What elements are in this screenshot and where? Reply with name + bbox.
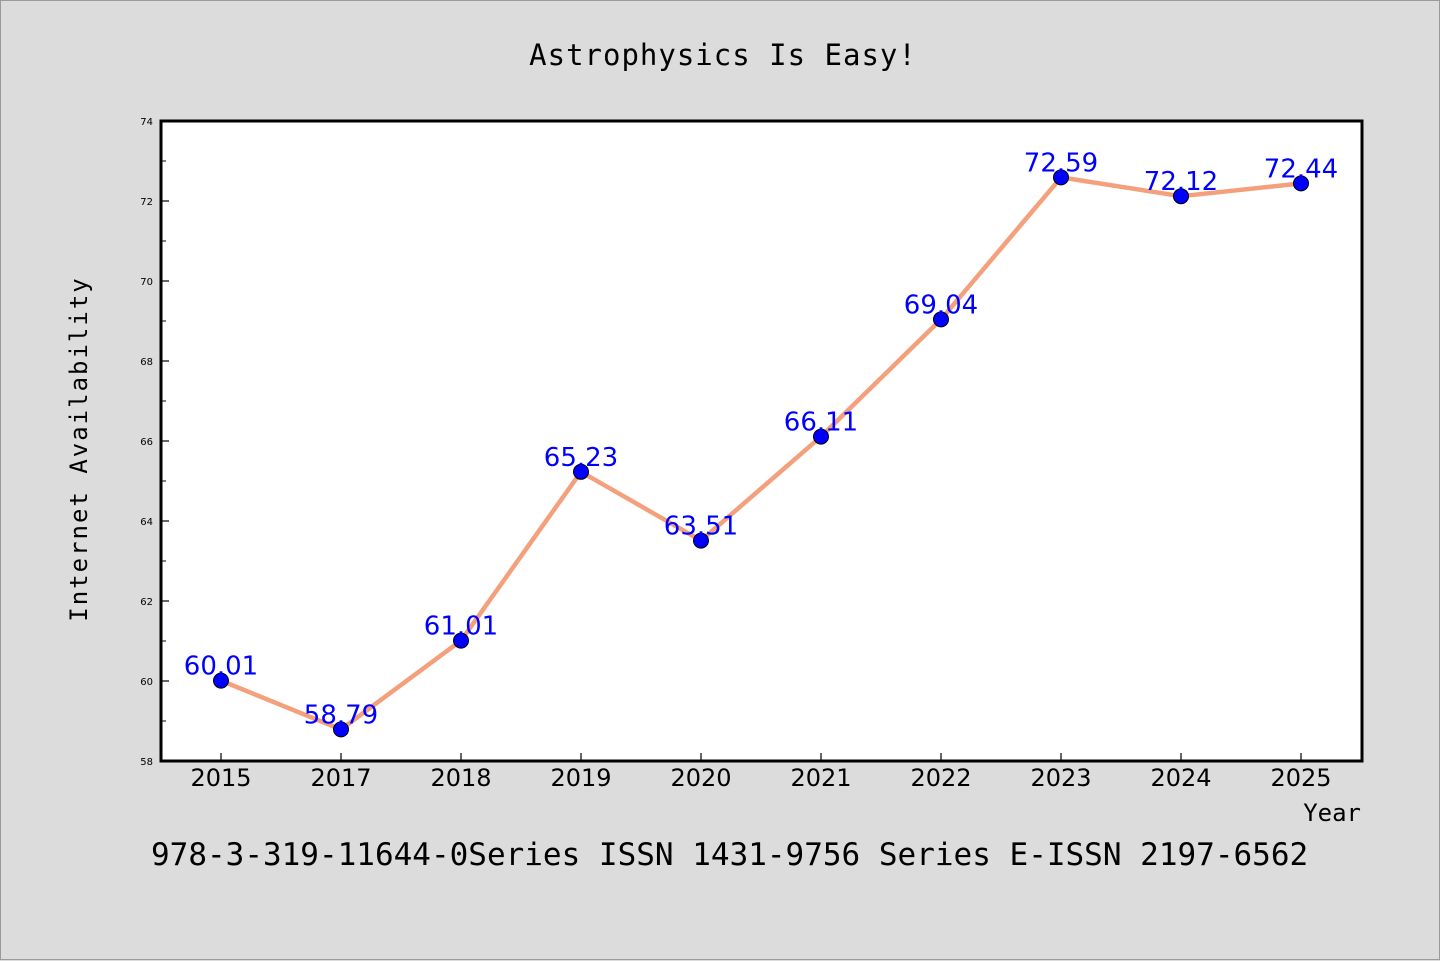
data-label: 60.01 xyxy=(184,652,258,682)
y-tick-label: 58 xyxy=(140,757,153,768)
x-tick-label: 2020 xyxy=(670,764,731,792)
chart-title: Astrophysics Is Easy! xyxy=(529,38,917,72)
y-tick-label: 74 xyxy=(140,117,153,128)
data-point xyxy=(453,632,469,649)
y-tick-label: 62 xyxy=(140,597,153,608)
x-axis-label: Year xyxy=(1303,799,1361,827)
data-label: 63.51 xyxy=(664,512,738,542)
x-tick-label: 2023 xyxy=(1030,764,1091,792)
x-tick-label: 2022 xyxy=(910,764,971,792)
y-tick-label: 64 xyxy=(140,517,153,528)
data-label: 72.44 xyxy=(1264,154,1338,184)
y-tick-label: 66 xyxy=(140,437,153,448)
data-point xyxy=(813,428,829,445)
data-point xyxy=(1053,169,1069,186)
x-tick-label: 2017 xyxy=(310,764,371,792)
series-line xyxy=(220,175,1302,732)
data-point xyxy=(1293,175,1309,192)
x-tick-label: 2025 xyxy=(1270,764,1331,792)
data-point xyxy=(333,721,349,738)
x-tick-label: 2024 xyxy=(1150,764,1211,792)
data-label: 61.01 xyxy=(424,612,498,642)
y-tick-label: 72 xyxy=(140,197,153,208)
data-label: 58.79 xyxy=(304,700,378,730)
data-point xyxy=(1173,188,1189,205)
data-point xyxy=(933,311,949,328)
data-point xyxy=(213,672,229,689)
data-label: 72.59 xyxy=(1024,148,1098,178)
x-tick-label: 2019 xyxy=(550,764,611,792)
series-group: 60.01 58.79 61.01 65.23 63.51 66.11 69.04 72.59… xyxy=(184,148,1338,738)
x-tick-label: 2018 xyxy=(430,764,491,792)
data-label: 72.12 xyxy=(1144,167,1218,197)
data-label: 66.11 xyxy=(784,408,858,438)
x-axis: 2015 2017 2018 2019 2020 2021 2022 2023 2024 2025 xyxy=(190,753,1332,792)
y-axis: 58 60 62 64 66 68 70 72 74 xyxy=(140,117,169,768)
y-axis-label: Internet Availability xyxy=(65,276,93,621)
x-tick-label: 2021 xyxy=(790,764,851,792)
plot-area xyxy=(159,119,1364,763)
data-point xyxy=(573,463,589,480)
data-label: 69.04 xyxy=(904,290,978,320)
y-tick-label: 70 xyxy=(140,277,153,288)
y-tick-label: 60 xyxy=(140,677,153,688)
x-tick-label: 2015 xyxy=(190,764,251,792)
data-label: 65.23 xyxy=(544,443,618,473)
data-point xyxy=(693,532,709,549)
y-tick-label: 68 xyxy=(140,357,153,368)
footer-text: 978-3-319-11644-0Series ISSN 1431-9756 S… xyxy=(151,837,1308,873)
